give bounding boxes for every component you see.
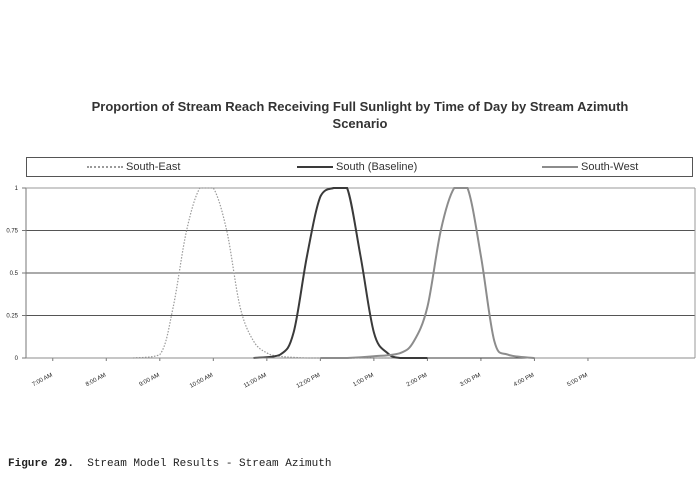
series-line-0 [132, 187, 428, 359]
y-axis-ticks: 0 0.25 0.5 0.75 1 [6, 186, 26, 362]
y-tick-label: 0 [15, 356, 19, 362]
legend-item-south-baseline: South (Baseline) [297, 158, 417, 176]
figure-caption-label: Figure 29. [8, 458, 75, 470]
chart-legend: South-East South (Baseline) South-West [26, 157, 693, 177]
x-axis-ticks: 7:00 AM 8:00 AM 9:00 AM 10:00 AM 11:00 AM 12:… [31, 358, 589, 390]
x-tick-label: 7:00 AM [31, 372, 53, 388]
legend-label-south-west: South-West [581, 161, 639, 173]
x-tick-label: 1:00 PM [352, 372, 375, 388]
x-tick-label: 12:00 PM [296, 372, 321, 389]
x-tick-label: 5:00 PM [566, 372, 589, 388]
figure-caption-text: Stream Model Results - Stream Azimuth [87, 458, 332, 470]
legend-item-south-west: South-West [542, 158, 638, 176]
y-tick-label: 0.25 [6, 314, 18, 320]
figure-caption: Figure 29. Stream Model Results - Stream… [8, 458, 331, 470]
y-tick-label: 1 [15, 186, 19, 192]
x-tick-label: 9:00 AM [138, 372, 160, 388]
y-tick-label: 0.75 [6, 229, 18, 235]
chart-title: Proportion of Stream Reach Receiving Ful… [60, 98, 660, 132]
x-tick-label: 10:00 AM [189, 372, 214, 389]
legend-label-south-east: South-East [126, 161, 181, 173]
x-tick-label: 4:00 PM [513, 372, 536, 388]
legend-swatch-south-east [87, 166, 123, 168]
grid-lines [25, 187, 696, 359]
chart-title-line-1: Proportion of Stream Reach Receiving Ful… [91, 99, 629, 114]
legend-label-south-baseline: South (Baseline) [336, 161, 418, 173]
x-tick-label: 8:00 AM [85, 372, 107, 388]
chart-title-line-2: Scenario [332, 116, 388, 131]
chart-plot-area: 0 0.25 0.5 0.75 1 7:00 AM 8:00 AM 9:00 AM 10:00… [6, 186, 696, 390]
y-tick-label: 0.5 [10, 271, 19, 277]
x-tick-label: 11:00 AM [243, 372, 268, 389]
legend-item-south-east: South-East [87, 158, 180, 176]
x-tick-label: 3:00 PM [459, 372, 482, 388]
x-tick-label: 2:00 PM [406, 372, 429, 388]
legend-swatch-south-baseline [297, 166, 333, 168]
legend-swatch-south-west [542, 166, 578, 168]
series-line-2 [320, 186, 535, 359]
series-lines [26, 186, 695, 359]
series-line-1 [253, 186, 428, 359]
